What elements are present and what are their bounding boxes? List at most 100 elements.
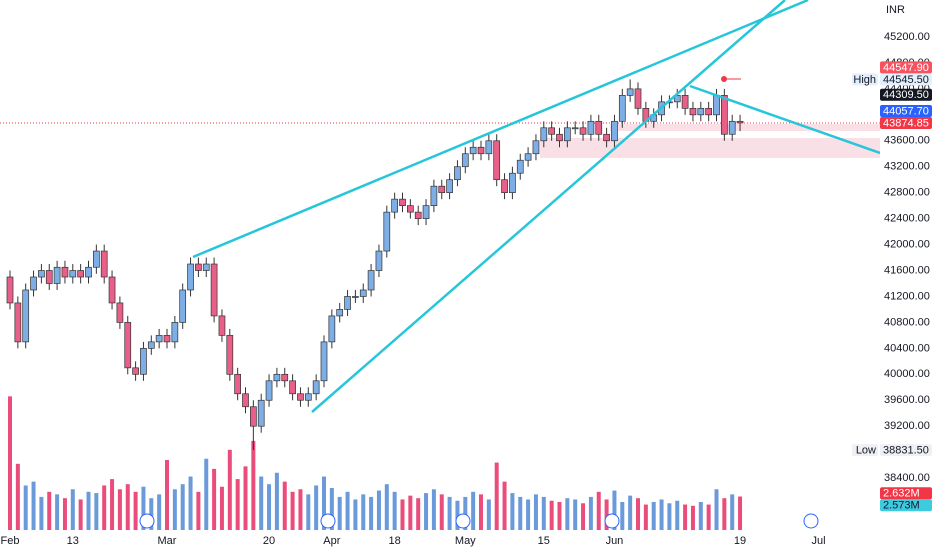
volume-bar [675, 500, 680, 530]
candle-body [728, 120, 736, 135]
candle-body [587, 120, 595, 135]
price-tag-label: 44057.70 [883, 105, 929, 117]
volume-bar [196, 491, 201, 530]
x-tick-label: 15 [538, 535, 550, 547]
volume-bar [314, 485, 319, 530]
candle-body [626, 88, 634, 96]
candle-body [257, 399, 265, 427]
candle-body [328, 315, 336, 343]
price-tag-label: 2.632M [883, 488, 920, 500]
candle-body [77, 270, 85, 278]
candle-body [579, 127, 587, 135]
volume-bar [165, 460, 169, 530]
event-icon[interactable] [604, 513, 620, 529]
volume-bar [204, 458, 209, 530]
price-tag-label: 44547.90 [883, 62, 929, 74]
candle-body [218, 315, 226, 336]
candle-body [532, 140, 540, 155]
price-tag-label: 38831.50 [883, 445, 929, 457]
volume-bar [565, 498, 570, 530]
candle-body [242, 393, 249, 408]
y-tick-label: 40400.00 [884, 342, 930, 354]
volume-bar [667, 503, 672, 530]
volume-bar [117, 489, 122, 530]
trendline [192, 0, 809, 259]
volume-bar [369, 496, 374, 530]
candle-body [265, 380, 273, 401]
y-tick-label: 42000.00 [884, 238, 930, 250]
volume-bar [502, 481, 507, 530]
event-icon[interactable] [803, 513, 819, 529]
volume-bar [416, 498, 421, 530]
y-tick-label: 41200.00 [884, 290, 930, 302]
volume-bar [628, 495, 633, 530]
volume-bar [636, 498, 640, 530]
event-icon[interactable] [139, 513, 155, 529]
volume-bar [581, 503, 586, 530]
candle-body [461, 153, 469, 168]
volume-bar [149, 498, 154, 530]
volume-bar [494, 462, 499, 530]
volume-bar [243, 466, 248, 530]
candle-body [155, 335, 163, 343]
tag-caption: High [853, 74, 876, 86]
candle-body [359, 289, 367, 297]
volume-bar [376, 490, 381, 530]
event-icon[interactable] [455, 513, 471, 529]
x-tick-label: May [455, 535, 476, 547]
currency-label: INR [886, 4, 905, 16]
volume-bar [612, 490, 617, 530]
candle-body [281, 373, 289, 382]
volume-bar [643, 504, 648, 530]
price-tag [880, 487, 932, 500]
price-tag [880, 88, 932, 101]
candle-body [38, 270, 45, 278]
volume-bar [94, 493, 99, 530]
candle-body [140, 348, 147, 375]
candle-body [469, 146, 477, 155]
volume-bar [290, 491, 295, 530]
candle-body [438, 185, 446, 194]
volume-bar [110, 479, 115, 530]
volume-bar [526, 499, 531, 530]
candle-body [297, 393, 304, 401]
candle-body [289, 380, 296, 395]
candle-body [352, 296, 359, 298]
volume-bar [690, 505, 695, 530]
volume-bar [157, 494, 162, 530]
volume-bar [345, 491, 350, 530]
volume-bar [306, 494, 311, 530]
volume-bar [549, 500, 554, 530]
candle-body [493, 140, 501, 181]
x-tick-label: 20 [263, 535, 275, 547]
candle-body [14, 302, 22, 343]
candle-body [234, 373, 241, 395]
volume-bar [212, 468, 217, 530]
volume-bar [471, 491, 476, 530]
event-icon[interactable] [320, 513, 336, 529]
volume-bar [651, 502, 656, 530]
candle-body [689, 107, 697, 116]
volume-bar [541, 496, 546, 530]
volume-bar [738, 496, 743, 530]
y-tick-label: 40800.00 [884, 316, 930, 328]
tag-caption-box [852, 73, 878, 86]
event-icons [139, 513, 819, 529]
volume-bar [353, 499, 358, 530]
candle-body [336, 309, 344, 317]
volume-bar [267, 484, 272, 530]
candle-body [375, 250, 383, 271]
candle-body [399, 198, 406, 206]
volume-bar [15, 463, 20, 530]
candle-body [163, 335, 171, 343]
x-tick-label: Jul [812, 535, 826, 547]
volume-bar [722, 498, 727, 530]
candle-body [210, 263, 218, 317]
candle-body [344, 296, 351, 310]
tag-caption: Low [856, 445, 876, 457]
x-tick-label: Mar [158, 535, 177, 547]
candle-body [22, 289, 30, 343]
volume-bar [557, 502, 562, 530]
trendline [689, 84, 880, 155]
